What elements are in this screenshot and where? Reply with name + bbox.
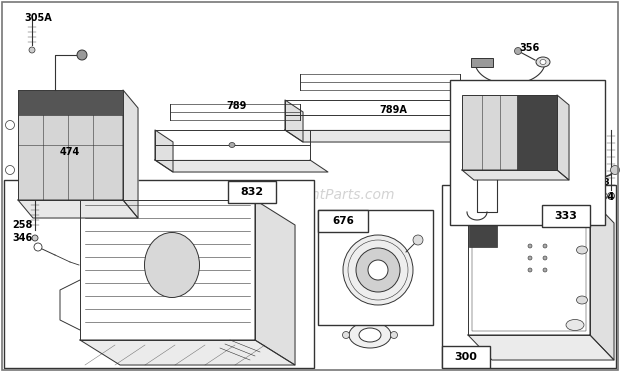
Text: 832: 832 [241, 187, 264, 197]
Ellipse shape [566, 320, 584, 330]
Polygon shape [123, 90, 138, 218]
Text: eReplacementParts.com: eReplacementParts.com [225, 188, 395, 202]
Polygon shape [18, 200, 138, 218]
Bar [442, 185, 616, 368]
Ellipse shape [528, 268, 532, 272]
Text: 300: 300 [454, 352, 477, 362]
Ellipse shape [543, 244, 547, 248]
Ellipse shape [472, 112, 478, 118]
Ellipse shape [342, 331, 350, 339]
Ellipse shape [356, 248, 400, 292]
Ellipse shape [577, 246, 588, 254]
Ellipse shape [391, 331, 397, 339]
Ellipse shape [608, 192, 614, 199]
Ellipse shape [577, 216, 588, 224]
Ellipse shape [559, 189, 572, 202]
Ellipse shape [577, 296, 588, 304]
Polygon shape [468, 335, 614, 360]
Text: 346A: 346A [402, 224, 426, 232]
Ellipse shape [492, 100, 500, 108]
Bar [471, 58, 493, 67]
Ellipse shape [528, 256, 532, 260]
Bar [4, 180, 314, 368]
Text: 883: 883 [360, 313, 380, 323]
Ellipse shape [343, 235, 413, 305]
Ellipse shape [528, 244, 532, 248]
Polygon shape [557, 95, 569, 180]
Polygon shape [80, 340, 295, 365]
Polygon shape [285, 100, 303, 142]
Ellipse shape [6, 121, 14, 129]
Bar [318, 210, 433, 325]
Text: 789A: 789A [379, 105, 407, 115]
Text: 333: 333 [554, 211, 577, 221]
Bar [462, 95, 557, 170]
Text: 676: 676 [332, 216, 354, 226]
Polygon shape [155, 160, 328, 172]
Polygon shape [590, 198, 614, 360]
Ellipse shape [77, 50, 87, 60]
Ellipse shape [6, 166, 14, 174]
Ellipse shape [413, 235, 423, 245]
Ellipse shape [562, 193, 568, 199]
Bar [542, 205, 590, 227]
Ellipse shape [543, 268, 547, 272]
Bar [318, 210, 368, 232]
Ellipse shape [32, 235, 38, 241]
Text: 334: 334 [595, 192, 615, 202]
Text: 356: 356 [520, 43, 540, 53]
Text: 789: 789 [227, 101, 247, 111]
Text: 851: 851 [488, 83, 508, 93]
Polygon shape [255, 200, 295, 365]
Text: 346: 346 [12, 233, 32, 243]
Ellipse shape [29, 47, 35, 53]
Bar [469, 205, 497, 247]
Ellipse shape [144, 232, 200, 298]
Ellipse shape [540, 60, 546, 64]
Bar [228, 181, 276, 203]
Text: 474: 474 [60, 147, 80, 157]
Polygon shape [155, 130, 173, 172]
Ellipse shape [349, 322, 391, 348]
Text: 613: 613 [591, 177, 610, 186]
Ellipse shape [536, 57, 550, 67]
Ellipse shape [611, 166, 619, 174]
Ellipse shape [34, 243, 42, 251]
Bar [18, 90, 123, 115]
Ellipse shape [229, 142, 235, 148]
Ellipse shape [543, 256, 547, 260]
Bar [450, 80, 605, 225]
Ellipse shape [515, 48, 521, 55]
Text: 81: 81 [572, 186, 584, 196]
Polygon shape [285, 130, 488, 142]
Polygon shape [462, 170, 569, 180]
Bar [442, 346, 490, 368]
Text: 258: 258 [12, 220, 32, 230]
Ellipse shape [359, 328, 381, 342]
Bar [517, 95, 557, 170]
Bar [18, 90, 123, 200]
Ellipse shape [368, 260, 388, 280]
Text: 305A: 305A [24, 13, 52, 23]
